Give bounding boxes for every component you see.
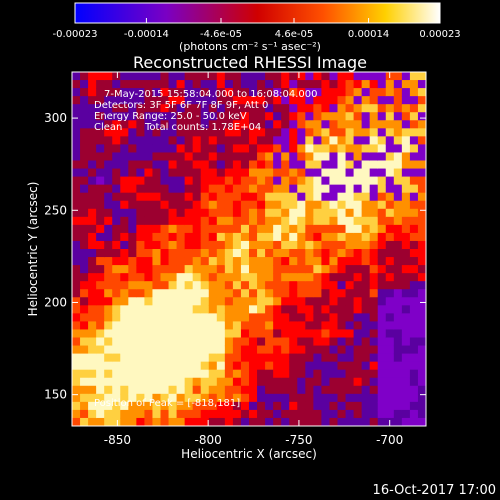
plot-title: Reconstructed RHESSI Image bbox=[133, 53, 367, 72]
colorbar-gradient bbox=[74, 2, 441, 24]
x-tick-label: -700 bbox=[376, 433, 403, 447]
total-counts-text: Total counts: 1.78E+04 bbox=[144, 122, 261, 133]
y-axis-label: Heliocentric Y (arcsec) bbox=[26, 182, 40, 317]
peak-position-text: Position of Peak = [-818,181] bbox=[94, 398, 240, 409]
colorbar: -0.00023 -0.00014 -4.6e-05 4.6e-05 0.00014 0.… bbox=[53, 2, 461, 53]
y-tick-label: 250 bbox=[44, 203, 67, 217]
y-tick-label: 150 bbox=[44, 388, 67, 402]
colorbar-unit-label: (photons cm⁻² s⁻¹ asec⁻²) bbox=[179, 40, 321, 53]
colorbar-tick-label: -4.6e-05 bbox=[200, 29, 242, 40]
plot-frame bbox=[71, 71, 427, 427]
x-axis-label: Heliocentric X (arcsec) bbox=[181, 447, 317, 461]
time-range-text: 7-May-2015 15:58:04.000 to 16:08:04.000 bbox=[104, 89, 317, 100]
colorbar-tick-label: 4.6e-05 bbox=[275, 29, 313, 40]
colorbar-tick-label: -0.00014 bbox=[124, 29, 169, 40]
observation-info: 7-May-2015 15:58:04.000 to 16:08:04.000 … bbox=[94, 89, 317, 409]
x-tick-label: -850 bbox=[104, 433, 131, 447]
rhessi-image bbox=[72, 72, 426, 426]
x-tick-label: -800 bbox=[195, 433, 222, 447]
colorbar-tick-label: 0.00023 bbox=[419, 29, 460, 40]
footer-date: 16-Oct-2017 17:00 bbox=[372, 483, 496, 498]
detectors-text: Detectors: 3F 5F 6F 7F 8F 9F, Att 0 bbox=[94, 100, 268, 111]
x-tick-label: -750 bbox=[285, 433, 312, 447]
colorbar-tick-label: 0.00014 bbox=[348, 29, 389, 40]
colorbar-tick-label: -0.00023 bbox=[53, 29, 98, 40]
energy-range-text: Energy Range: 25.0 - 50.0 keV bbox=[94, 111, 247, 122]
clean-method-text: Clean bbox=[94, 122, 122, 133]
y-tick-label: 200 bbox=[44, 295, 67, 309]
y-tick-label: 300 bbox=[44, 111, 67, 125]
